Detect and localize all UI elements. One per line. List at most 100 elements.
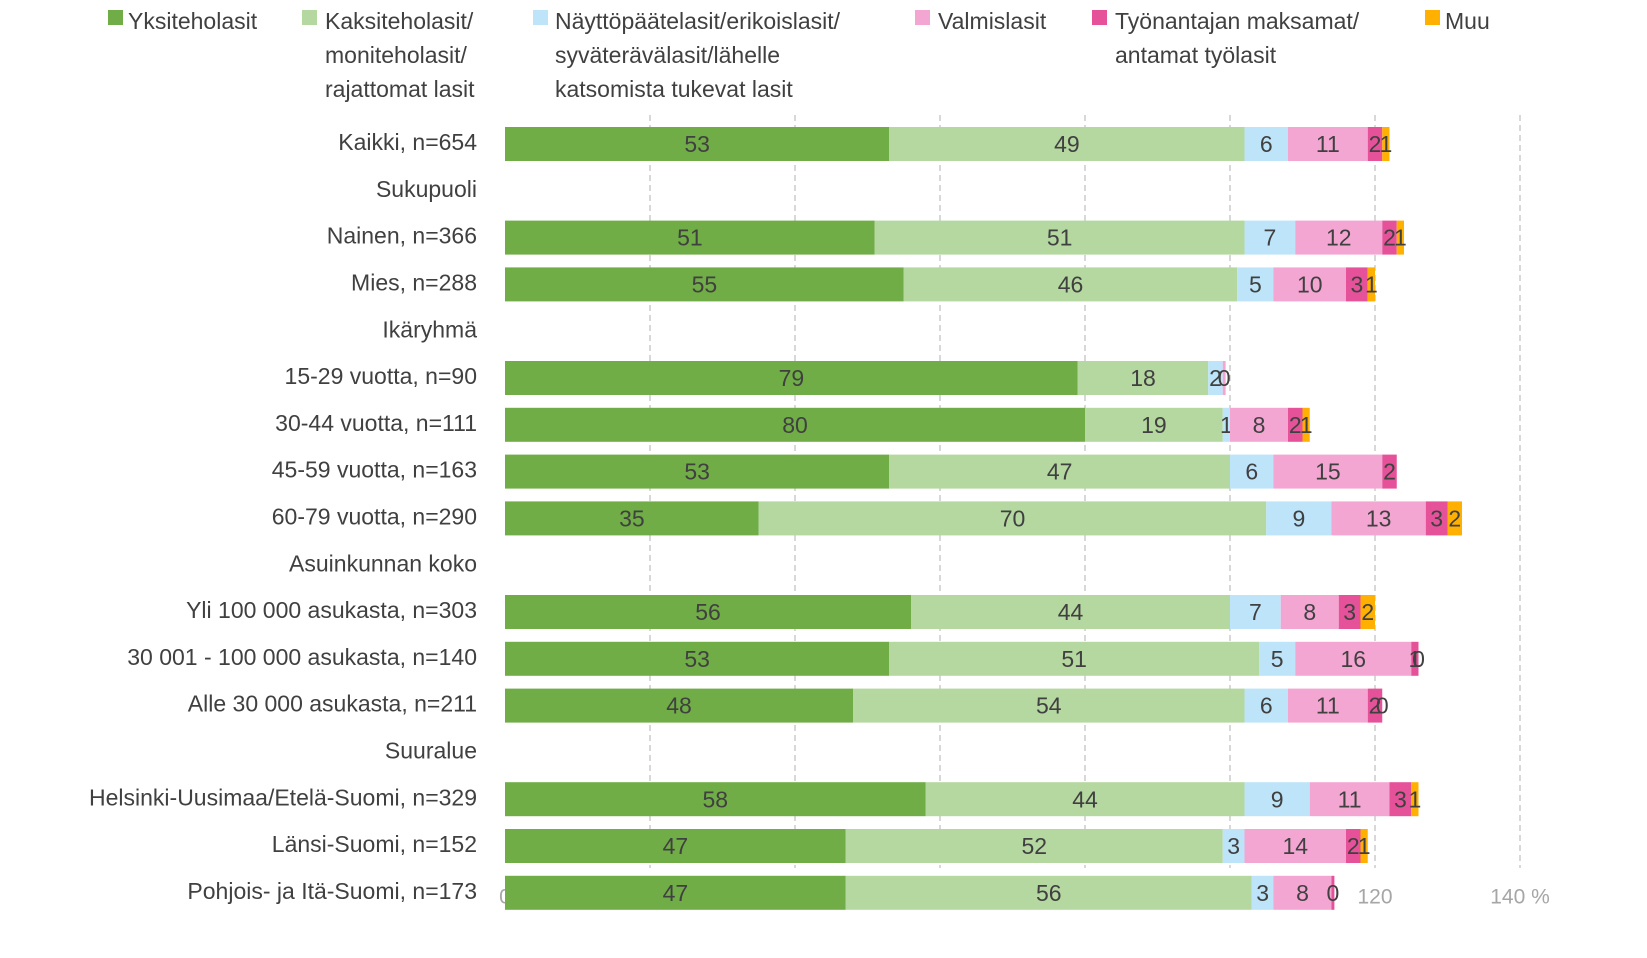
data-label: 44 (1058, 599, 1084, 625)
data-label: 2 (1209, 365, 1222, 391)
y-tick-label: 15-29 vuotta, n=90 (285, 363, 477, 389)
bar-segment (505, 782, 926, 817)
data-label: 2 (1383, 225, 1396, 251)
data-label: 12 (1326, 225, 1352, 251)
data-label: 6 (1245, 459, 1258, 485)
data-label: 0 (1327, 880, 1340, 906)
data-label: 51 (1047, 225, 1073, 251)
data-label: 54 (1036, 693, 1062, 719)
data-label: 1 (1408, 646, 1421, 672)
data-label: 3 (1256, 880, 1269, 906)
data-label: 2 (1369, 131, 1382, 157)
data-label: 51 (1061, 646, 1087, 672)
bar-segment (1411, 782, 1419, 817)
data-label: 2 (1361, 599, 1374, 625)
data-label: 44 (1072, 786, 1098, 812)
data-label: 3 (1430, 505, 1443, 531)
bar-segment (1244, 829, 1346, 863)
data-label: 2 (1448, 505, 1461, 531)
data-label: 52 (1021, 833, 1047, 859)
bar-segment (1085, 407, 1223, 442)
data-label: 1 (1379, 131, 1392, 157)
x-tick-label: 120 (1357, 886, 1392, 909)
bar-segment (505, 454, 890, 489)
bar-segment (1295, 220, 1383, 255)
bar-segment (1447, 501, 1462, 536)
y-tick-label: Asuinkunnan koko (289, 550, 477, 576)
y-tick-label: Mies, n=288 (351, 269, 477, 295)
data-label: 3 (1343, 599, 1356, 625)
bar-segment (1360, 829, 1368, 863)
data-label: 79 (779, 365, 805, 391)
bar-segment (1411, 641, 1419, 676)
bar-segment (505, 875, 846, 910)
legend-label: Näyttöpäätelasit/erikoislasit/ syväteräv… (555, 8, 841, 102)
data-label: 1 (1394, 225, 1407, 251)
data-label: 1 (1408, 786, 1421, 812)
bar-segment (505, 220, 875, 255)
bar-segment (1309, 782, 1390, 817)
legend-swatch (533, 10, 548, 25)
bar-segment (1367, 127, 1383, 161)
bar-segment (505, 267, 904, 302)
data-label: 0 (1376, 693, 1389, 719)
data-label: 1 (1365, 271, 1378, 297)
y-tick-label: 30-44 vuotta, n=111 (275, 410, 477, 436)
bar-segment (1230, 407, 1288, 442)
data-label: 47 (663, 880, 689, 906)
bar-segment (889, 641, 1259, 676)
data-label: 1 (1300, 412, 1313, 438)
bar-segment (903, 267, 1238, 302)
bar-segment (1331, 875, 1335, 910)
data-label: 56 (695, 599, 721, 625)
data-label: 56 (1036, 880, 1062, 906)
bar-segment (1230, 595, 1281, 629)
y-tick-label: Kaikki, n=654 (338, 129, 477, 155)
data-label: 8 (1253, 412, 1266, 438)
data-label: 11 (1316, 131, 1340, 157)
data-label: 0 (1218, 365, 1231, 391)
y-tick-label: Pohjois- ja Itä-Suomi, n=173 (187, 878, 477, 904)
legend-label: Työnantajan maksamat/ antamat työlasit (1115, 8, 1360, 68)
y-tick-label: 45-59 vuotta, n=163 (272, 457, 477, 483)
bar-segment (1222, 829, 1245, 863)
bar-segment (1425, 501, 1448, 536)
bar-segment (505, 127, 890, 161)
data-label: 18 (1130, 365, 1156, 391)
bar-segment (1302, 407, 1310, 442)
data-label: 8 (1303, 599, 1316, 625)
legend-label: Muu (1445, 8, 1490, 34)
data-label: 8 (1296, 880, 1309, 906)
bar-segment (1346, 267, 1368, 302)
bar-segment (505, 829, 846, 863)
legend-swatch (1092, 10, 1107, 25)
bar-segment (1208, 361, 1223, 395)
bar-segment (1259, 641, 1296, 676)
y-tick-label: 30 001 - 100 000 asukasta, n=140 (127, 644, 477, 670)
bar-segment (889, 127, 1245, 161)
data-label: 35 (619, 505, 645, 531)
bar-segment (1222, 407, 1230, 442)
data-label: 53 (684, 459, 710, 485)
bar-segment (1273, 454, 1383, 489)
data-label: 11 (1338, 786, 1362, 812)
bar-segment (1331, 501, 1426, 536)
bar-segment (1280, 595, 1339, 629)
data-label: 9 (1292, 505, 1305, 531)
bar-segment (1273, 875, 1332, 910)
data-label: 5 (1271, 646, 1284, 672)
y-tick-label: Yli 100 000 asukasta, n=303 (186, 597, 477, 623)
bar-segment (505, 688, 853, 723)
bar-segment (758, 501, 1267, 536)
data-label: 11 (1316, 693, 1340, 719)
data-label: 1 (1358, 833, 1371, 859)
data-label: 2 (1289, 412, 1302, 438)
bar-segment (505, 595, 911, 629)
bar-segment (874, 220, 1245, 255)
data-label: 9 (1271, 786, 1284, 812)
legend-swatch (302, 10, 317, 25)
data-label: 10 (1297, 271, 1323, 297)
data-label: 48 (666, 693, 692, 719)
data-label: 49 (1054, 131, 1080, 157)
